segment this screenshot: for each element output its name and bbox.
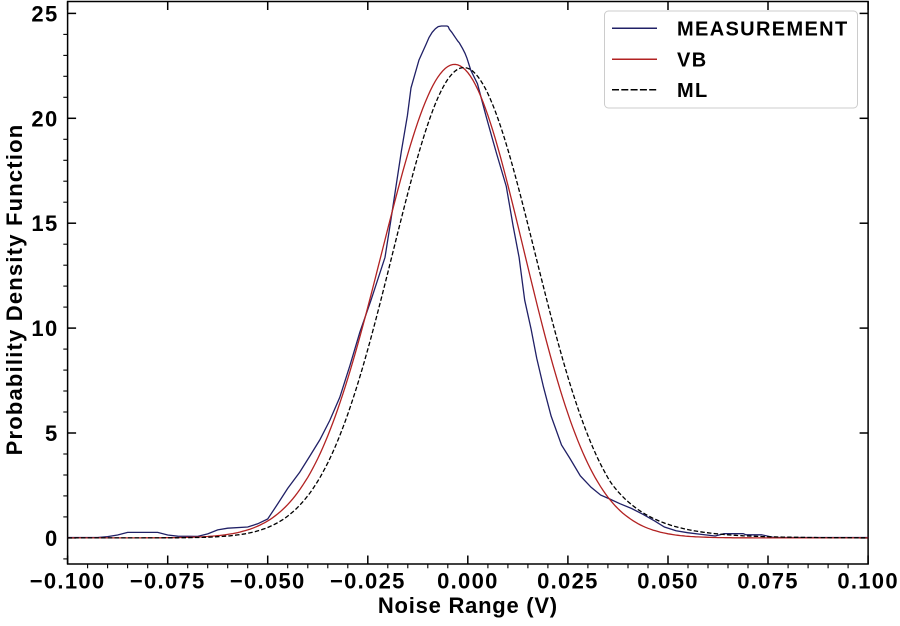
svg-text:5: 5 — [45, 421, 59, 446]
svg-text:−0.075: −0.075 — [130, 569, 206, 594]
svg-text:0.050: 0.050 — [637, 569, 699, 594]
svg-text:−0.050: −0.050 — [230, 569, 306, 594]
svg-text:Noise Range (V): Noise Range (V) — [378, 593, 558, 618]
svg-text:25: 25 — [31, 1, 58, 26]
svg-text:VB: VB — [677, 50, 707, 72]
svg-text:−0.100: −0.100 — [30, 569, 106, 594]
svg-text:0: 0 — [45, 526, 59, 551]
svg-text:−0.025: −0.025 — [330, 569, 406, 594]
svg-text:0.000: 0.000 — [437, 569, 499, 594]
svg-text:15: 15 — [31, 211, 58, 236]
svg-text:ML: ML — [677, 80, 709, 102]
svg-text:0.075: 0.075 — [737, 569, 799, 594]
svg-text:Probability Density Function: Probability Density Function — [2, 124, 27, 456]
svg-text:0.025: 0.025 — [537, 569, 599, 594]
svg-text:0.100: 0.100 — [837, 569, 899, 594]
svg-text:MEASUREMENT: MEASUREMENT — [677, 19, 849, 41]
svg-text:20: 20 — [31, 106, 58, 131]
svg-text:10: 10 — [31, 316, 58, 341]
